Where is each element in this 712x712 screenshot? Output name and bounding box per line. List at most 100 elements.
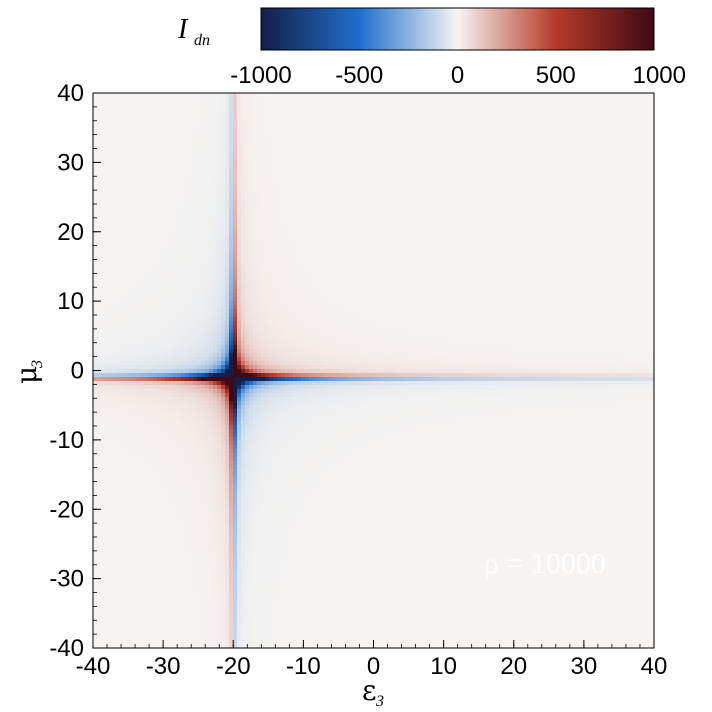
heatmap-cell [197, 137, 202, 142]
heatmap-cell [413, 173, 418, 178]
heatmap-cell [401, 113, 406, 118]
heatmap-cell [441, 133, 446, 138]
heatmap-cell [129, 137, 134, 142]
heatmap-cell [533, 105, 538, 110]
heatmap-cell [357, 225, 362, 230]
heatmap-cell [621, 125, 626, 130]
heatmap-cell [357, 129, 362, 134]
heatmap-cell [313, 189, 318, 194]
heatmap-cell [597, 125, 602, 130]
heatmap-cell [449, 129, 454, 134]
heatmap-cell [257, 97, 262, 102]
heatmap-cell [577, 137, 582, 142]
heatmap-cell [333, 229, 338, 234]
heatmap-cell [573, 181, 578, 186]
heatmap-cell [493, 225, 498, 230]
heatmap-cell [281, 145, 286, 150]
heatmap-cell [177, 201, 182, 206]
heatmap-cell [377, 193, 382, 198]
heatmap-cell [433, 101, 438, 106]
heatmap-cell [253, 217, 258, 222]
heatmap-cell [197, 201, 202, 206]
heatmap-cell [477, 177, 482, 182]
heatmap-cell [193, 221, 198, 226]
heatmap-cell [585, 153, 590, 158]
heatmap-cell [253, 157, 258, 162]
heatmap-cell [289, 153, 294, 158]
heatmap-cell [333, 117, 338, 122]
heatmap-cell [369, 153, 374, 158]
heatmap-cell [369, 205, 374, 210]
heatmap-cell [293, 201, 298, 206]
heatmap-cell [381, 149, 386, 154]
heatmap-cell [469, 117, 474, 122]
heatmap-cell [285, 125, 290, 130]
heatmap-cell [301, 145, 306, 150]
heatmap-cell [277, 125, 282, 130]
heatmap-cell [569, 149, 574, 154]
heatmap-cell [321, 209, 326, 214]
heatmap-cell [497, 121, 502, 126]
heatmap-cell [601, 149, 606, 154]
heatmap-cell [125, 213, 130, 218]
heatmap-cell [177, 133, 182, 138]
heatmap-cell [265, 181, 270, 186]
heatmap-cell [113, 173, 118, 178]
heatmap-cell [221, 137, 226, 142]
heatmap-cell [425, 113, 430, 118]
heatmap-cell [373, 105, 378, 110]
heatmap-cell [321, 217, 326, 222]
heatmap-cell [457, 205, 462, 210]
heatmap-cell [493, 193, 498, 198]
heatmap-cell [233, 169, 238, 174]
heatmap-cell [593, 165, 598, 170]
heatmap-cell [353, 149, 358, 154]
heatmap-cell [257, 233, 262, 238]
heatmap-cell [389, 141, 394, 146]
heatmap-cell [449, 153, 454, 158]
heatmap-cell [417, 205, 422, 210]
heatmap-cell [269, 133, 274, 138]
heatmap-cell [361, 105, 366, 110]
heatmap-cell [565, 125, 570, 130]
heatmap-cell [541, 161, 546, 166]
heatmap-cell [257, 225, 262, 230]
heatmap-cell [285, 225, 290, 230]
heatmap-cell [609, 213, 614, 218]
heatmap-cell [617, 93, 622, 98]
heatmap-cell [357, 169, 362, 174]
heatmap-cell [421, 121, 426, 126]
heatmap-cell [377, 97, 382, 102]
heatmap-cell [569, 105, 574, 110]
heatmap-cell [125, 165, 130, 170]
heatmap-cell [241, 221, 246, 226]
heatmap-cell [377, 185, 382, 190]
heatmap-cell [301, 141, 306, 146]
heatmap-cell [413, 221, 418, 226]
heatmap-cell [93, 137, 98, 142]
heatmap-cell [181, 185, 186, 190]
heatmap-cell [489, 121, 494, 126]
heatmap-cell [549, 129, 554, 134]
heatmap-cell [453, 197, 458, 202]
heatmap-cell [637, 161, 642, 166]
heatmap-cell [437, 169, 442, 174]
heatmap-cell [169, 209, 174, 214]
heatmap-cell [341, 145, 346, 150]
heatmap-cell [549, 169, 554, 174]
heatmap-cell [373, 209, 378, 214]
heatmap-cell [481, 201, 486, 206]
heatmap-cell [421, 201, 426, 206]
heatmap-cell [117, 169, 122, 174]
heatmap-cell [133, 209, 138, 214]
heatmap-cell [537, 193, 542, 198]
heatmap-cell [593, 145, 598, 150]
heatmap-cell [197, 209, 202, 214]
heatmap-cell [121, 129, 126, 134]
heatmap-cell [273, 225, 278, 230]
heatmap-cell [377, 145, 382, 150]
heatmap-cell [269, 169, 274, 174]
heatmap-cell [233, 233, 238, 238]
heatmap-cell [537, 145, 542, 150]
heatmap-cell [317, 173, 322, 178]
